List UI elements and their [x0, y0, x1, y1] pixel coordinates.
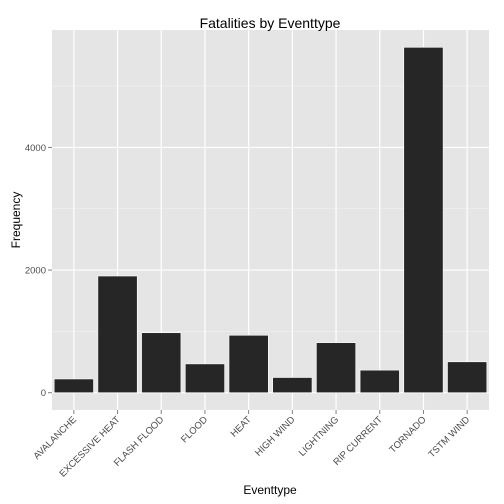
bar-tstm-wind — [447, 361, 488, 394]
bar-high-wind — [272, 377, 313, 394]
y-tick-label: 4000 — [25, 143, 46, 154]
bar-flash-flood — [141, 332, 182, 394]
bar-flood — [184, 363, 225, 394]
bar-avalanche — [53, 378, 94, 394]
bar-lightning — [316, 342, 357, 394]
y-tick-label: 0 — [41, 388, 46, 399]
bars-group — [53, 46, 488, 394]
bar-tornado — [403, 46, 444, 394]
chart-title: Fatalities by Eventtype — [200, 15, 341, 31]
x-axis-title: Eventtype — [243, 483, 297, 497]
bar-heat — [228, 334, 269, 394]
bar-rip-current — [359, 369, 400, 394]
y-axis-title: Frequency — [9, 192, 23, 249]
y-tick-label: 2000 — [25, 266, 46, 277]
y-axis: 0 2000 4000 — [25, 143, 52, 399]
bar-excessive-heat — [97, 275, 138, 394]
